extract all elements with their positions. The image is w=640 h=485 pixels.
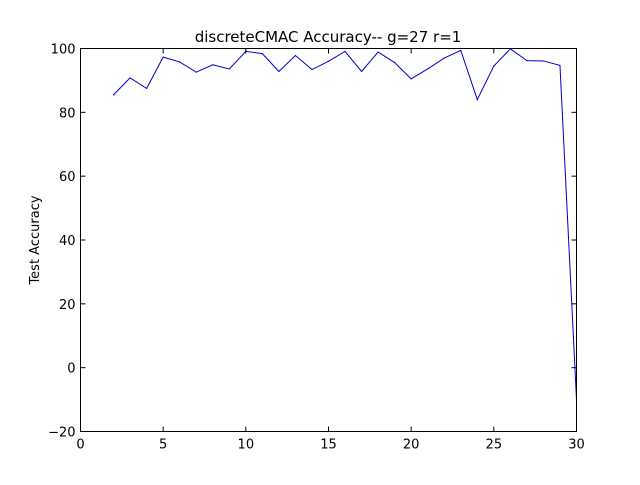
data-point	[179, 61, 181, 63]
y-tick-label: 80	[59, 106, 76, 121]
x-tick-label: 0	[76, 438, 84, 453]
x-tick-label: 30	[568, 438, 585, 453]
data-point	[410, 78, 412, 80]
data-point	[261, 53, 263, 55]
data-point	[327, 60, 330, 62]
data-point	[278, 70, 280, 73]
data-point	[394, 61, 396, 64]
data-point	[129, 77, 131, 79]
x-tick-label: 25	[486, 438, 503, 453]
y-tick-label: 40	[59, 234, 76, 249]
data-point	[360, 70, 363, 73]
chart-title: discreteCMAC Accuracy-- g=27 r=1	[195, 28, 462, 46]
y-tick-label: −20	[48, 426, 75, 441]
data-point	[212, 64, 214, 66]
y-tick-label: 20	[59, 298, 76, 313]
data-point	[526, 60, 528, 62]
x-tick-label: 5	[159, 438, 167, 453]
data-point	[195, 71, 197, 73]
x-tick-label: 10	[238, 438, 255, 453]
y-tick-label: 0	[67, 362, 75, 377]
data-point	[542, 60, 545, 62]
data-point	[294, 54, 297, 57]
plot-frame	[80, 48, 577, 432]
data-point	[493, 65, 495, 67]
data-point	[162, 56, 164, 58]
series-line	[113, 48, 577, 400]
y-tick-label: 60	[59, 170, 76, 185]
data-point	[476, 98, 478, 101]
data-point	[377, 51, 379, 53]
data-point	[460, 49, 462, 52]
data-point	[443, 57, 445, 59]
data-point	[146, 87, 148, 89]
data-point	[311, 68, 313, 71]
series-layer	[112, 48, 578, 401]
data-point	[112, 94, 115, 96]
data-point	[559, 64, 561, 67]
data-point	[427, 68, 429, 70]
data-point	[344, 50, 346, 52]
x-tick-label: 15	[320, 438, 337, 453]
x-tick-label: 20	[403, 438, 420, 453]
y-tick-label: 100	[51, 43, 76, 58]
y-axis-label: Test Accuracy	[28, 195, 43, 285]
data-point	[228, 68, 230, 70]
